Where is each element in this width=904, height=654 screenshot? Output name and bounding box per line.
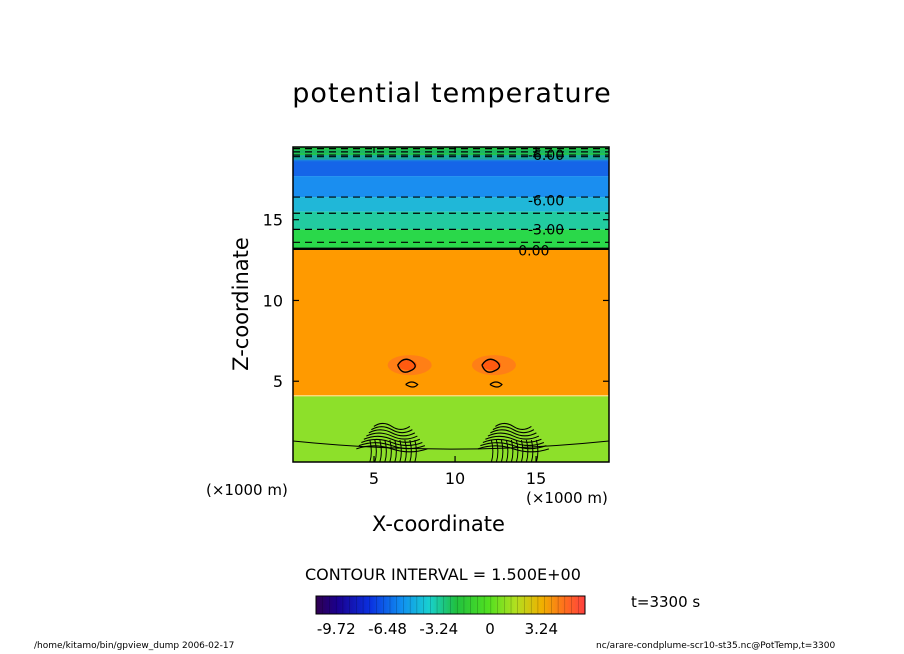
right-plume-contour-0	[495, 422, 532, 431]
contour-label-1: -6.00	[528, 193, 564, 209]
right-plume-stem-6	[520, 439, 524, 463]
plot-area	[293, 147, 609, 462]
right-plume-stem-3	[505, 439, 509, 463]
chart-title: potential temperature	[292, 78, 612, 109]
left-plume-contour-2	[368, 429, 416, 437]
left-plume-stem-8	[409, 439, 412, 463]
right-plume-contour-2	[490, 429, 537, 437]
left-plume-stem-0	[369, 439, 372, 463]
x-tick-label-0: 5	[369, 469, 379, 488]
right-plume-stem-2	[500, 439, 504, 463]
upper-band-2	[293, 158, 609, 162]
left-plume-stem-4	[389, 439, 392, 463]
warm-contour-0	[397, 358, 416, 373]
contour-label-0: -6.00	[528, 148, 564, 164]
x-axis-label: X-coordinate	[372, 512, 505, 536]
warm-contour-1	[481, 358, 501, 373]
colorbar-tick-label-4: 3.24	[525, 620, 558, 638]
colorbar-tick-label-3: 0	[485, 620, 495, 638]
colorbar-bar	[315, 595, 586, 615]
right-plume-stem-4	[510, 439, 514, 463]
colorbar-tick-label-1: -6.48	[368, 620, 407, 638]
heatmap-band-4	[293, 211, 609, 230]
right-plume-stem-8	[530, 439, 534, 463]
left-plume-stem-7	[404, 439, 407, 463]
heatmap-band-3	[293, 197, 609, 212]
plot-frame	[292, 146, 610, 463]
small-contour-0	[405, 381, 419, 388]
plot-decorations: -6.00 -6.00 -3.00 0.00	[292, 148, 610, 463]
right-plume-stem-5	[515, 439, 519, 463]
y-tick-label-2: 15	[263, 211, 283, 230]
contour-label-2: -3.00	[528, 222, 564, 238]
x-tick-label-2: 15	[526, 469, 546, 488]
right-plume-stem-1	[495, 439, 499, 463]
left-plume-contour-0	[373, 422, 411, 431]
left-plume-stem-6	[399, 439, 402, 463]
colorbar-tick-label-2: -3.24	[419, 620, 458, 638]
x-unit-label-right: (×1000 m)	[526, 489, 608, 507]
y-tick-label-1: 10	[263, 291, 283, 310]
right-plume-stem-9	[535, 439, 539, 463]
time-label: t=3300 s	[631, 593, 701, 611]
x-tick-label-1: 10	[445, 469, 465, 488]
right-plume-stem-7	[525, 439, 529, 463]
right-plume-contour-6	[480, 442, 547, 450]
right-plume-contour-7	[477, 445, 550, 453]
right-plume-contour-1	[492, 426, 535, 434]
x-unit-label-left: (×1000 m)	[206, 481, 288, 499]
right-plume-contour-4	[485, 435, 542, 443]
right-plume-stem-0	[490, 439, 494, 463]
heatmap-band-2	[293, 176, 609, 198]
surface-contour	[292, 440, 610, 450]
footer-left: /home/kitamo/bin/gpview_dump 2006-02-17	[34, 641, 235, 651]
left-plume-stem-5	[394, 439, 397, 463]
left-plume-stem-2	[379, 439, 382, 463]
warm-core-1	[482, 360, 501, 371]
left-plume-contour-6	[358, 442, 426, 450]
left-plume-contour-4	[363, 435, 421, 443]
small-contour-1	[489, 381, 503, 388]
contour-label-3: 0.00	[518, 243, 549, 259]
colorbar-tick-label-0: -9.72	[317, 620, 356, 638]
y-tick-label-0: 5	[273, 372, 283, 391]
footer-right: nc/arare-condplume-scr10-st35.nc@PotTemp…	[596, 641, 836, 651]
axes: 5 10 15 5 10 15	[263, 146, 610, 488]
left-plume-stem-1	[374, 439, 377, 463]
left-plume-stem-3	[384, 439, 387, 463]
heatmap-band-6	[293, 248, 609, 396]
right-plume-contour-3	[487, 432, 540, 440]
left-plume-stem-9	[414, 439, 417, 463]
left-plume-contour-3	[366, 432, 418, 440]
warm-core-0	[398, 360, 417, 371]
heatmap-band-7	[293, 395, 609, 462]
left-plume-contour-1	[371, 426, 413, 434]
colorbar: -9.72 -6.48 -3.24 0 3.24	[315, 595, 586, 638]
heatmap-band-1	[293, 159, 609, 177]
contour-interval-label: CONTOUR INTERVAL = 1.500E+00	[305, 565, 581, 584]
heatmap-band-5	[293, 229, 609, 249]
